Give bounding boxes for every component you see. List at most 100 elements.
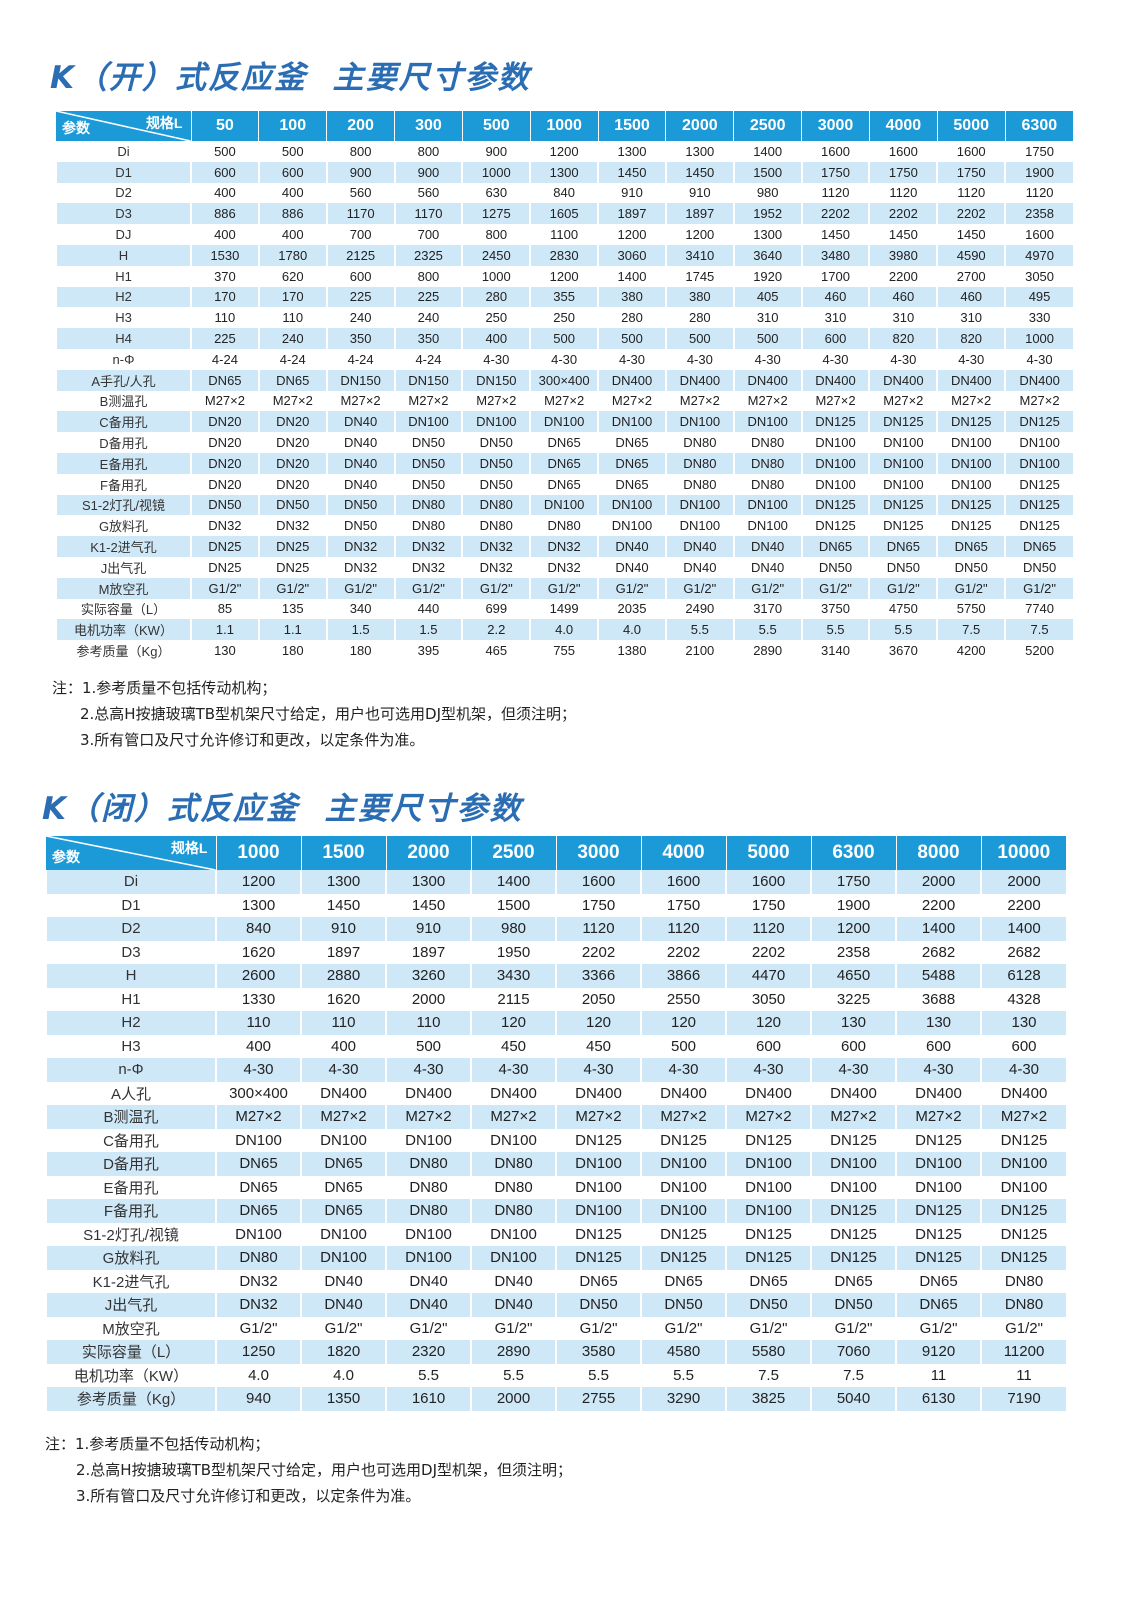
table-cell: 4-30 (640, 1058, 726, 1082)
table-cell: DN65 (529, 473, 599, 495)
table-cell: M27×2 (555, 1105, 641, 1129)
table-row: H4 225 240 350 350 400 500 500 500 500 600 820 820 10… (55, 328, 1073, 349)
table-cell: 500 (529, 328, 599, 349)
table-cell: 3430 (470, 964, 556, 988)
header-row: 参数 规格L 1000 1500 2000 2500 3000 4000 5000 6300 800… (46, 836, 1066, 870)
table-row: H 1530 1780 2125 2325 2450 2830 3060 3410 3640 348… (55, 244, 1073, 266)
table-cell: DN50 (325, 515, 395, 537)
table-row: H3 400 400 500 450 450 500 600 600 600 600 (45, 1034, 1066, 1058)
table-cell: M27×2 (936, 390, 1006, 412)
table-cell: DN100 (640, 1175, 726, 1199)
table-cell: 2202 (640, 940, 726, 964)
table-cell: 3670 (868, 640, 938, 661)
table-cell: 800 (393, 265, 463, 287)
table-cell: DN125 (640, 1128, 726, 1152)
table-cell: DN32 (190, 515, 259, 537)
table-cell: 500 (190, 141, 259, 162)
table-row: H1 370 620 600 800 1000 1200 1400 1745 1920 1700 22… (55, 265, 1073, 287)
table-cell: 240 (393, 307, 463, 329)
table-cell: G1/2" (597, 577, 666, 599)
table-cell: 2755 (555, 1387, 641, 1411)
table-cell: 2035 (597, 598, 666, 620)
table-cell: DN40 (325, 452, 395, 474)
table-cell: 4-24 (393, 348, 463, 370)
column-header: 300 (394, 111, 463, 141)
column-header: 2500 (470, 836, 556, 870)
table-cell: DN32 (529, 556, 599, 578)
table-cell: 4-24 (325, 348, 395, 370)
table-row: E备用孔 DN65 DN65 DN80 DN80 DN100 DN100 DN100 DN100… (45, 1175, 1066, 1199)
table-cell: 1.5 (325, 619, 395, 641)
table-cell: 7.5 (1004, 619, 1073, 641)
table-cell: 1750 (725, 893, 811, 917)
row-label: H (45, 964, 216, 988)
table-cell: DN50 (461, 473, 531, 495)
table-cell: 1600 (800, 141, 870, 162)
table-cell: 180 (257, 640, 327, 661)
table-cell: G1/2" (980, 1316, 1066, 1340)
table-cell: DN40 (664, 536, 734, 557)
column-header: 50 (190, 111, 259, 141)
table-cell: 1300 (385, 870, 471, 894)
table-cell: 1897 (300, 940, 386, 964)
table-cell: 440 (393, 598, 463, 620)
table-cell: DN65 (936, 536, 1006, 557)
table-cell: M27×2 (1004, 390, 1073, 412)
table-cell: DN125 (800, 515, 870, 537)
table-cell: 600 (257, 161, 327, 183)
table-cell: DN65 (215, 1199, 301, 1223)
table-cell: DN100 (895, 1175, 981, 1199)
row-label: 参考质量（Kg） (55, 640, 191, 661)
table-cell: 1920 (732, 265, 802, 287)
table-cell: 4-30 (529, 348, 599, 370)
table-cell: G1/2" (800, 577, 870, 599)
table-cell: 3290 (640, 1387, 726, 1411)
table-cell: DN25 (190, 556, 259, 578)
table-cell: DN65 (300, 1152, 386, 1176)
table-cell: DN125 (1004, 411, 1073, 433)
k-closed-reactor-table: 参数 规格L 1000 1500 2000 2500 3000 4000 5000 6300 800… (45, 836, 1066, 1411)
table-cell: DN100 (385, 1222, 471, 1246)
table-cell: 5488 (895, 964, 981, 988)
column-header: 1000 (215, 836, 301, 870)
table-cell: DN100 (215, 1128, 301, 1152)
table-cell: 2830 (529, 244, 599, 266)
table-cell: DN32 (257, 515, 327, 537)
table-cell: 2320 (385, 1340, 471, 1364)
table-cell: DN25 (257, 536, 327, 557)
table-cell: 4-30 (1004, 348, 1073, 370)
table-cell: 1300 (529, 161, 599, 183)
table-cell: 300×400 (215, 1081, 301, 1105)
table-cell: G1/2" (725, 1316, 811, 1340)
row-label: G放料孔 (45, 1246, 216, 1270)
table-cell: 1750 (1004, 141, 1073, 162)
table-cell: DN100 (597, 494, 666, 516)
table-cell: 2100 (664, 640, 734, 661)
table-cell: DN20 (257, 452, 327, 474)
table-cell: 500 (597, 328, 666, 349)
table-cell: DN125 (1004, 494, 1073, 516)
table-cell: 7060 (810, 1340, 896, 1364)
table-row: Di 1200 1300 1300 1400 1600 1600 1600 1750 2000 20… (45, 870, 1066, 894)
spec-label: 规格L (145, 115, 183, 131)
table-cell: G1/2" (300, 1316, 386, 1340)
table-cell: DN125 (980, 1199, 1066, 1223)
table-cell: 500 (732, 328, 802, 349)
table-cell: 2682 (895, 940, 981, 964)
table-cell: 5.5 (385, 1363, 471, 1387)
table-cell: 2490 (664, 598, 734, 620)
table-cell: DN100 (597, 411, 666, 433)
table-cell: DN80 (461, 494, 531, 516)
table-cell: DN100 (393, 411, 463, 433)
table-cell: 1600 (1004, 224, 1073, 245)
row-label: B测温孔 (55, 390, 191, 412)
table-cell: 400 (190, 182, 259, 204)
row-label: B测温孔 (45, 1105, 216, 1129)
column-header: 5000 (725, 836, 811, 870)
table-cell: DN100 (597, 515, 666, 537)
table-cell: 4650 (810, 964, 896, 988)
table-cell: DN65 (597, 473, 666, 495)
table-cell: 85 (190, 598, 259, 620)
header-row: 参数 规格L 50 100 200 300 500 1000 1500 2000 2500 3000 4… (56, 111, 1073, 141)
table-row: B测温孔 M27×2 M27×2 M27×2 M27×2 M27×2 M27×2 M27×2 M… (55, 390, 1073, 412)
